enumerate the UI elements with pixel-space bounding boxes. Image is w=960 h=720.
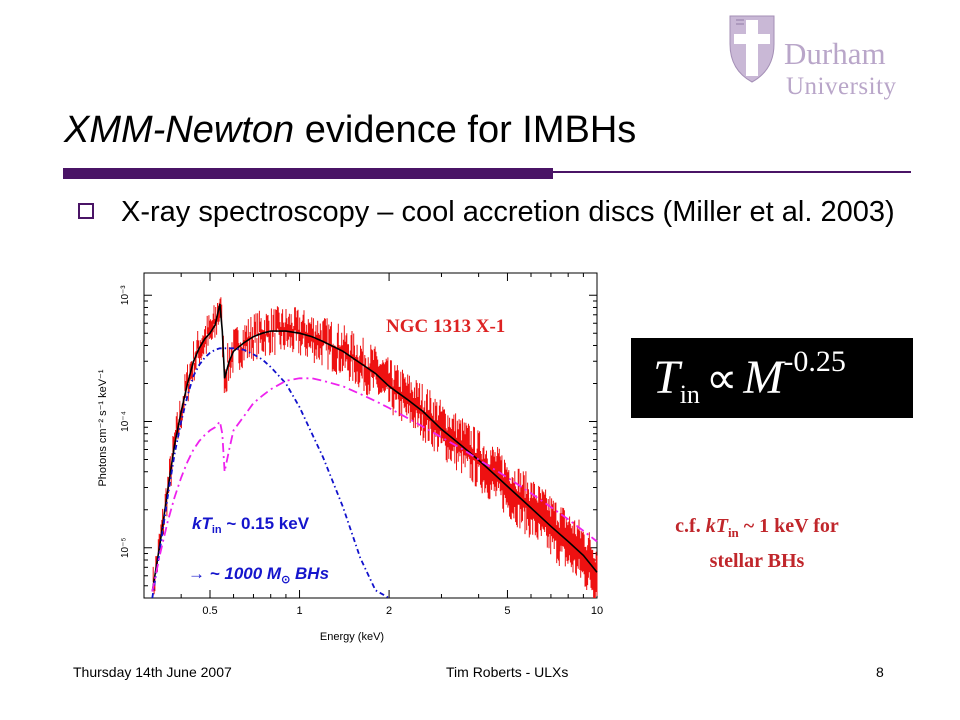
- formula-box: Tin ∝ M-0.25: [631, 338, 913, 418]
- plot-series: [151, 297, 598, 599]
- formula-exponent: -0.25: [783, 345, 846, 378]
- plot-border: [143, 272, 598, 599]
- bh-mass-annotation-end: BHs: [290, 564, 329, 583]
- model-line-total: [151, 303, 598, 592]
- kt-annotation-sub: in: [212, 524, 222, 536]
- kt-annotation-var: kT: [192, 514, 213, 533]
- durham-crest-icon: [729, 15, 775, 83]
- x-tick-label: 2: [386, 605, 392, 617]
- model-line-powerlaw: [151, 377, 598, 592]
- solar-mass-symbol: ⊙: [281, 574, 290, 586]
- spectrum-chart: 0.5 1 2 5 10 10⁻⁵ 10⁻⁴ 10⁻³ Energy (keV) Photon…: [97, 272, 603, 643]
- logo-subtitle: University: [786, 73, 897, 100]
- plot-frame: [143, 272, 598, 599]
- slide-number: 8: [876, 664, 884, 680]
- x-tick-label: 1: [296, 605, 302, 617]
- formula-m: M: [743, 351, 784, 404]
- x-tick-label: 5: [504, 605, 510, 617]
- y-tick-label: 10⁻⁴: [120, 411, 131, 432]
- formula-sub: in: [679, 380, 700, 409]
- title-underline-rule: [553, 171, 911, 173]
- model-line-disk: [151, 347, 390, 599]
- slide-title: XMM-Newton evidence for IMBHs: [64, 108, 636, 152]
- comparison-note: c.f. kTin ~ 1 keV for stellar BHs: [622, 512, 892, 575]
- footer-date: Thursday 14th June 2007: [73, 664, 232, 680]
- x-axis-label: Energy (keV): [320, 631, 384, 643]
- y-axis-label: Photons cm⁻² s⁻¹ keV⁻¹: [97, 369, 109, 486]
- axis-tick-labels: 0.5 1 2 5 10 10⁻⁵ 10⁻⁴ 10⁻³: [120, 285, 603, 617]
- slide-title-rest: evidence for IMBHs: [294, 109, 637, 151]
- y-tick-label: 10⁻³: [120, 285, 131, 305]
- note-sub: in: [727, 525, 739, 540]
- kt-annotation-value: ~ 0.15 keV: [222, 514, 310, 533]
- title-underline-bar: [63, 168, 553, 179]
- bullet-square-icon: [78, 203, 94, 219]
- slide-title-italic: XMM-Newton: [64, 109, 295, 151]
- logo-wordmark: Durham: [784, 36, 886, 71]
- footer-author: Tim Roberts - ULXs: [446, 664, 569, 680]
- x-tick-label: 10: [591, 605, 603, 617]
- bh-mass-annotation-text: → ~ 1000 M: [188, 564, 282, 583]
- data-error-bars: [151, 297, 598, 598]
- note-cf: c.f.: [675, 515, 706, 537]
- axis-ticks: [143, 273, 598, 599]
- note-line2: stellar BHs: [709, 550, 805, 572]
- kt-annotation: kTin ~ 0.15 keV: [192, 514, 310, 536]
- bh-mass-annotation: → ~ 1000 M⊙ BHs: [188, 564, 329, 586]
- x-tick-label: 0.5: [202, 605, 217, 617]
- y-tick-label: 10⁻⁵: [120, 537, 131, 558]
- data-points: [151, 297, 598, 598]
- note-line1-end: ~ 1 keV for: [738, 515, 839, 537]
- bullet-text: X-ray spectroscopy – cool accretion disc…: [121, 196, 895, 228]
- note-kt: kT: [705, 515, 728, 537]
- formula-expression: Tin ∝ M-0.25: [653, 345, 846, 409]
- formula-t: T: [653, 351, 680, 404]
- proportional-symbol: ∝: [705, 354, 738, 403]
- source-label: NGC 1313 X-1: [386, 316, 505, 337]
